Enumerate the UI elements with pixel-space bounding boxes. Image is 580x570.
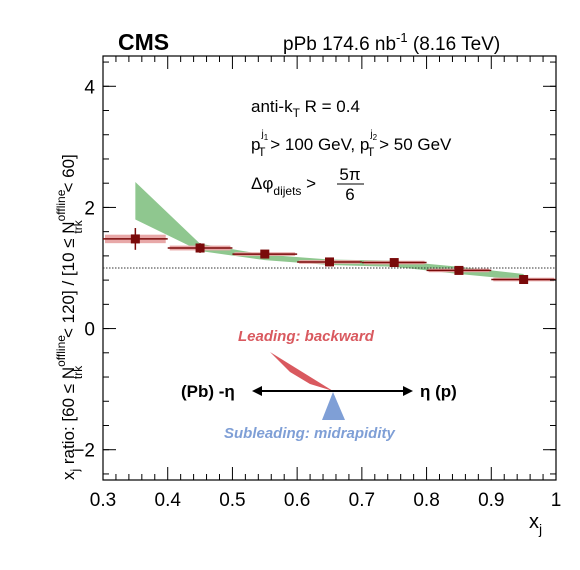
x-tick-label: 0.5: [219, 490, 245, 511]
leading-jet-wedge: [270, 352, 333, 391]
data-point-4: [361, 258, 427, 268]
experiment-label: CMS: [118, 29, 169, 55]
subleading-jet-wedge: [322, 392, 345, 420]
delta-phi-denominator: 6: [345, 185, 354, 204]
y-tick-label: 2: [84, 198, 95, 219]
marker: [325, 257, 334, 267]
y-tick-label: 4: [84, 77, 95, 98]
marker: [454, 265, 464, 275]
marker: [130, 234, 140, 244]
dataset-label: pPb 174.6 nb-1 (8.16 TeV): [283, 30, 500, 55]
y-axis-title: xj ratio: [60 ≤ Nofflinetrk < 120] / [10…: [54, 154, 85, 480]
data-points-layer: [103, 228, 556, 285]
x-tick-label: 0.8: [413, 490, 439, 511]
delta-phi-numerator: 5π: [339, 165, 360, 184]
x-tick-label: 0.6: [284, 490, 310, 511]
data-point-0: [103, 228, 168, 250]
right-arrowhead-icon: [403, 386, 413, 396]
marker: [519, 275, 529, 285]
jet-algorithm-annotation: anti-kT R = 0.4: [251, 97, 360, 120]
x-tick-label: 0.4: [155, 490, 182, 511]
data-point-6: [491, 275, 556, 285]
x-tick-label: 0.7: [349, 490, 375, 511]
leading-label: Leading: backward: [238, 328, 375, 345]
x-tick-label: 1: [551, 490, 562, 511]
proton-direction-label: η (p): [420, 382, 457, 401]
marker: [389, 258, 399, 268]
data-point-1: [167, 243, 233, 253]
subleading-label: Subleading: midrapidity: [224, 425, 396, 442]
y-tick-label: 0: [84, 320, 95, 341]
marker: [260, 249, 270, 259]
data-point-5: [426, 265, 492, 275]
left-arrowhead-icon: [252, 386, 262, 396]
marker: [195, 243, 205, 253]
x-tick-label: 0.9: [478, 490, 504, 511]
y-tick-label: −2: [73, 441, 95, 462]
data-point-3: [297, 257, 362, 267]
delta-phi-annotation: Δφdijets >: [251, 174, 316, 198]
pt-cut-annotation: pj1 T > 100 GeV, pj2 T > 50 GeV: [251, 129, 452, 159]
data-point-2: [232, 249, 298, 259]
pb-direction-label: (Pb) -η: [181, 382, 235, 401]
x-axis-title: xj: [529, 511, 542, 537]
ticks-layer: 0.3 0.4 0.5 0.6 0.7 0.8 0.9 1 −2 0 2 4: [73, 56, 561, 511]
x-tick-label: 0.3: [90, 490, 116, 511]
